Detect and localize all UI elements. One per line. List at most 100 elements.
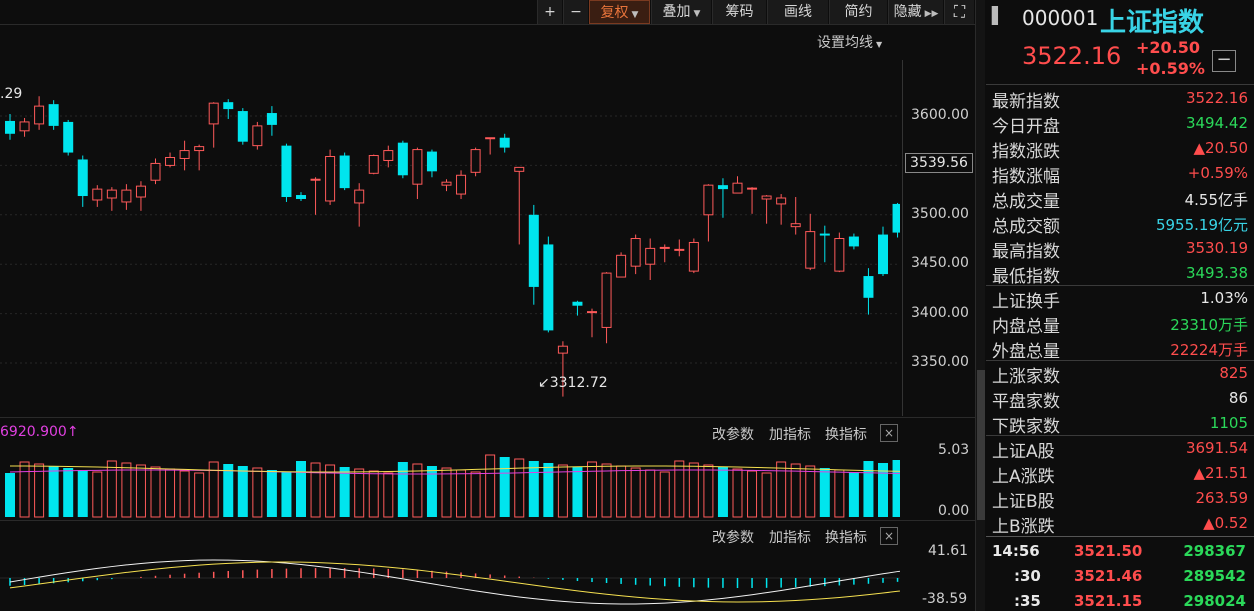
macd-chart[interactable] <box>0 546 900 611</box>
stock-name: 上证指数 <box>1100 8 1205 38</box>
volume-bar-up <box>34 463 45 518</box>
stat-label: 内盘总量 <box>992 317 1060 337</box>
stat-value: 3530.19 <box>1185 239 1248 257</box>
scrollbar-thumb[interactable] <box>977 370 985 520</box>
candle-body-up <box>19 121 30 132</box>
tick-price: 3521.46 <box>1074 567 1143 585</box>
volume-bar-down <box>426 466 437 517</box>
candle-body-up <box>485 137 496 140</box>
candlestick-chart[interactable] <box>0 60 900 416</box>
volume-bar-up <box>674 460 685 518</box>
volume-bar-up <box>135 464 146 518</box>
overlay-dropdown[interactable]: 叠加 ▼ <box>651 0 711 24</box>
volume-bar-up <box>368 470 379 518</box>
volume-bar-down <box>863 461 874 517</box>
ma-settings-button[interactable]: 设置均线 ▼ <box>817 32 882 52</box>
simple-mode-button[interactable]: 简约 <box>829 0 887 24</box>
stat-value: 86 <box>1228 389 1248 407</box>
volume-bar-down <box>397 462 408 517</box>
chevron-down-icon: ▼ <box>693 9 701 19</box>
fullscreen-icon[interactable]: ⛶ <box>944 0 974 24</box>
candle-body-up <box>761 195 772 200</box>
volume-chart[interactable] <box>0 445 900 520</box>
stat-value: 3493.38 <box>1185 264 1248 282</box>
volume-bar-down <box>296 461 306 517</box>
stat-label: 上证B股 <box>992 492 1055 512</box>
hide-label: 隐藏 <box>893 4 922 20</box>
macd-add-indicator-button[interactable]: 加指标 <box>769 530 811 546</box>
volume-bar-up <box>805 465 816 518</box>
volume-panel-header: 6920.900↑ 改参数 加指标 换指标 × <box>0 417 975 445</box>
stat-value: ▲21.51 <box>1193 464 1248 482</box>
stat-value: 263.59 <box>1195 489 1249 507</box>
close-icon[interactable]: × <box>880 424 898 442</box>
stat-row: 今日开盘 3494.42 <box>986 111 1254 137</box>
collapse-button[interactable]: − <box>1212 50 1236 72</box>
candle-body-down <box>339 155 350 189</box>
candle-body-down <box>48 104 59 126</box>
stock-code: 000001 <box>1022 6 1099 30</box>
tick-price: 3521.50 <box>1074 542 1143 560</box>
tick-volume: 298024 <box>1183 592 1246 610</box>
zoom-out-button[interactable]: − <box>563 0 588 24</box>
volume-bar-up <box>514 458 525 518</box>
candle-body-up <box>208 102 219 125</box>
candle-body-up <box>834 238 845 272</box>
stat-row: 指数涨跌 ▲20.50 <box>986 136 1254 162</box>
hide-button[interactable]: 隐藏 ▶▶ <box>888 0 943 24</box>
stat-row: 内盘总量 23310万手 <box>986 311 1254 337</box>
stat-label: 指数涨幅 <box>992 167 1060 187</box>
stat-label: 下跌家数 <box>992 417 1060 437</box>
macd-switch-indicator-button[interactable]: 换指标 <box>825 530 867 546</box>
y-tick-label: 3600.00 <box>911 107 969 123</box>
y-tick-label: 3500.00 <box>911 205 969 222</box>
quote-header: ▌ 000001 上证指数 3522.16 +20.50 +0.59% − <box>986 0 1254 85</box>
vol-y-top: 5.03 <box>938 442 970 458</box>
volume-value: 6920.900↑ <box>0 424 79 440</box>
vol-edit-params-button[interactable]: 改参数 <box>712 427 754 443</box>
candle-body-up <box>776 197 787 205</box>
draw-line-button[interactable]: 画线 <box>767 0 828 24</box>
volume-bar-up <box>732 468 743 518</box>
chips-button[interactable]: 筹码 <box>712 0 766 24</box>
stat-value: 5955.19亿元 <box>1155 216 1248 234</box>
close-icon[interactable]: × <box>880 527 898 545</box>
candle-body-down <box>237 111 248 142</box>
stat-value: 22224万手 <box>1170 341 1248 359</box>
vol-add-indicator-button[interactable]: 加指标 <box>769 427 811 443</box>
stat-value: 3691.54 <box>1185 439 1248 457</box>
vol-switch-indicator-button[interactable]: 换指标 <box>825 427 867 443</box>
fuquan-dropdown[interactable]: 复权 ▼ <box>589 0 650 24</box>
candle-body-up <box>514 166 525 172</box>
candle-body-up <box>194 146 205 152</box>
candle-body-down <box>266 113 277 125</box>
macd-edit-params-button[interactable]: 改参数 <box>712 530 754 546</box>
y-tick-label: 3350.00 <box>911 354 969 370</box>
candle-body-up <box>557 345 568 354</box>
partial-label: .29 <box>0 86 23 102</box>
candle-body-up <box>688 241 699 272</box>
volume-bar-up <box>106 460 117 518</box>
volume-bar-down <box>878 463 888 517</box>
volume-bar-down <box>892 460 900 517</box>
stat-row: 指数涨幅 +0.59% <box>986 161 1254 187</box>
volume-bar-down <box>48 466 59 517</box>
candle-body-down <box>281 145 292 198</box>
volume-bar-up <box>601 463 612 518</box>
candle-body-down <box>63 121 74 153</box>
candle-body-up <box>383 150 394 161</box>
volume-bar-down <box>237 466 248 517</box>
candle-body-down <box>878 234 888 275</box>
menu-icon[interactable]: ▌ <box>992 6 1005 25</box>
candle-body-up <box>92 188 103 201</box>
vertical-scrollbar[interactable] <box>975 0 985 611</box>
zoom-in-button[interactable]: + <box>537 0 562 24</box>
candle-body-up <box>659 246 670 249</box>
candle-body-down <box>572 301 583 306</box>
candle-body-up <box>616 254 627 278</box>
volume-bar-up <box>179 470 190 518</box>
stat-value: +0.59% <box>1187 164 1248 182</box>
stat-label: 上证换手 <box>992 292 1060 312</box>
volume-bar-up <box>310 462 321 518</box>
